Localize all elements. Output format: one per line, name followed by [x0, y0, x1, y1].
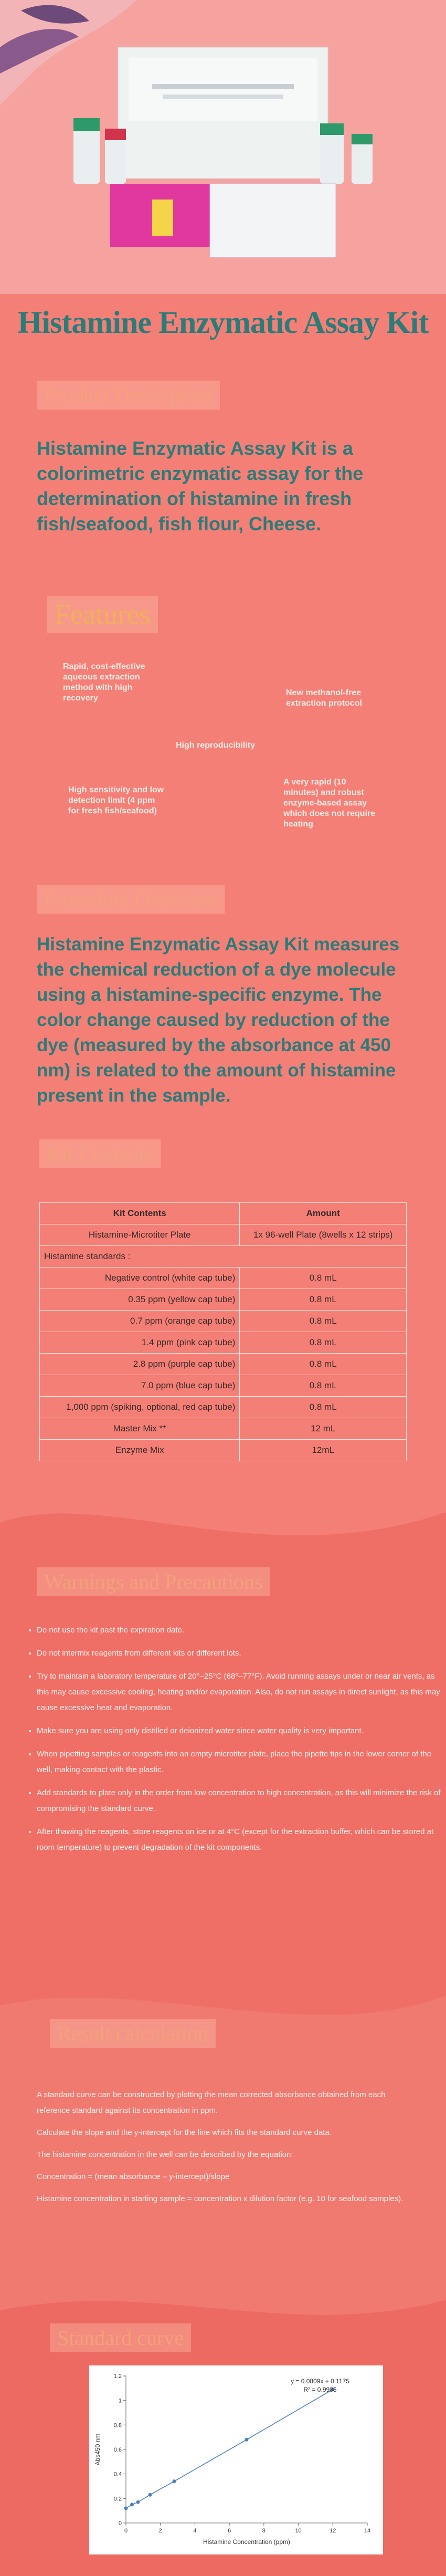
- table-cell: 0.8 mL: [239, 1375, 407, 1397]
- feature: High sensitivity and low detection limit…: [68, 786, 164, 815]
- table-cell: 0.8 mL: [239, 1289, 407, 1311]
- chart-bg: [89, 2365, 383, 2554]
- table-cell: 0.8 mL: [239, 1310, 407, 1332]
- data-point: [331, 2387, 335, 2392]
- x-tick-label: 14: [364, 2528, 370, 2534]
- section-heading: Product Description: [37, 381, 220, 410]
- table-header-row: Kit Contents Amount: [39, 1202, 407, 1224]
- y-tick-label: 0: [119, 2520, 122, 2527]
- equation: y = 0.0809x + 0.1175: [291, 2378, 349, 2385]
- table-row: Negative control (white cap tube) 0.8 mL: [39, 1267, 407, 1289]
- table-cell: Master Mix **: [39, 1418, 240, 1440]
- table-header-cell: Kit Contents: [39, 1202, 240, 1224]
- warning-item: Make sure you are using only distilled o…: [37, 1723, 441, 1739]
- y-tick-label: 0.8: [114, 2422, 122, 2428]
- table-cell: 12mL: [239, 1439, 407, 1461]
- y-tick-label: 0.2: [114, 2496, 122, 2502]
- table-cell: 0.35 ppm (yellow cap tube): [39, 1289, 240, 1311]
- table-cell: Histamine standards :: [39, 1245, 407, 1268]
- feature: Rapid, cost-effective aqueous extraction…: [63, 662, 145, 703]
- procedure-text: Histamine Enzymatic Assay Kit measures t…: [37, 934, 400, 1106]
- table-cell: 7.0 ppm (blue cap tube): [39, 1375, 240, 1397]
- result-paragraph: The histamine concentration in the well …: [37, 2150, 293, 2159]
- section-heading: Warnings and Precautions: [37, 1567, 270, 1596]
- table-cell: 0.7 ppm (orange cap tube): [39, 1310, 240, 1332]
- section-heading: Standard curve: [50, 2323, 192, 2352]
- table-cell: 1,000 ppm (spiking, optional, red cap tu…: [39, 1396, 240, 1418]
- y-tick-label: 1: [119, 2398, 122, 2404]
- warning-item: Add standards to plate only in the order…: [37, 1785, 441, 1817]
- table-row: Master Mix ** 12 mL: [39, 1418, 407, 1440]
- feature: A very rapid (10 minutes) and robust enz…: [283, 778, 376, 829]
- x-tick-label: 0: [124, 2528, 128, 2534]
- x-tick-label: 10: [295, 2528, 301, 2534]
- table-row: Enzyme Mix 12mL: [39, 1439, 407, 1461]
- table-row: 7.0 ppm (blue cap tube) 0.8 mL: [39, 1375, 407, 1397]
- table-row: Histamine standards :: [39, 1245, 407, 1268]
- x-tick-label: 4: [193, 2528, 196, 2534]
- table-cell: 0.8 mL: [239, 1267, 407, 1289]
- x-tick-label: 2: [159, 2528, 162, 2534]
- result-paragraph: A standard curve can be constructed by p…: [37, 2090, 386, 2115]
- warning-item: Do not intermix reagents from different …: [37, 1646, 441, 1661]
- table-row: 1.4 ppm (pink cap tube) 0.8 mL: [39, 1332, 407, 1354]
- table-cell: Negative control (white cap tube): [39, 1267, 240, 1289]
- result-paragraph: Calculate the slope and the y-intercept …: [37, 2128, 332, 2137]
- table-row: 1,000 ppm (spiking, optional, red cap tu…: [39, 1396, 407, 1418]
- features-diagram: Rapid, cost-effective aqueous extraction…: [63, 662, 378, 851]
- y-axis-label: Abs450 nm: [94, 2434, 101, 2466]
- table-cell: Histamine-Microtiter Plate: [39, 1224, 240, 1246]
- table-cell: Enzyme Mix: [39, 1439, 240, 1461]
- data-point: [130, 2502, 134, 2507]
- standard-curve-chart: 0 0.2 0.4 0.6 0.8 1 1.2 0 2 4 6 8 10 12 14 Histamine Co…: [89, 2365, 383, 2554]
- x-axis-label: Histamine Concentration (ppm): [203, 2538, 290, 2546]
- data-point: [245, 2437, 249, 2442]
- warning-item: Do not use the kit past the expiration d…: [37, 1622, 441, 1638]
- x-tick-label: 6: [228, 2528, 231, 2534]
- data-point: [136, 2500, 140, 2504]
- section-heading: Features: [47, 596, 158, 633]
- table-cell: 1x 96-well Plate (8wells x 12 strips): [239, 1224, 407, 1246]
- result-paragraph: Concentration = (mean absorbance – y-int…: [37, 2172, 230, 2181]
- table-cell: 0.8 mL: [239, 1332, 407, 1354]
- feature: New methanol-free extraction protocol: [286, 688, 362, 708]
- table-cell: 0.8 mL: [239, 1396, 407, 1418]
- table-cell: 0.8 mL: [239, 1353, 407, 1375]
- data-point: [148, 2493, 152, 2497]
- section-heading: Result calculation: [50, 2019, 216, 2048]
- table-row: Histamine-Microtiter Plate 1x 96-well Pla…: [39, 1224, 407, 1246]
- table-row: 2.8 ppm (purple cap tube) 0.8 mL: [39, 1353, 407, 1375]
- warning-item: When pipetting samples or reagents into …: [37, 1746, 441, 1778]
- y-tick-label: 1.2: [114, 2373, 122, 2380]
- data-point: [124, 2506, 128, 2510]
- section-heading: Procedure Overview: [37, 885, 225, 914]
- warning-item: Try to maintain a laboratory temperature…: [37, 1669, 441, 1716]
- page-title: Histamine Enzymatic Assay Kit: [17, 305, 429, 340]
- kit-table: Kit Contents Amount Histamine-Microtiter P…: [39, 1202, 407, 1461]
- r-squared: R² = 0.9986: [303, 2386, 336, 2393]
- y-tick-label: 0.6: [114, 2447, 122, 2453]
- table-cell: 1.4 ppm (pink cap tube): [39, 1332, 240, 1354]
- table-header-cell: Amount: [239, 1202, 407, 1224]
- warnings-list: Do not use the kit past the expiration d…: [21, 1622, 441, 1863]
- x-tick-label: 12: [330, 2528, 336, 2534]
- feature: High reproducibility: [176, 741, 256, 750]
- product-image: [73, 47, 373, 258]
- result-text: A standard curve can be constructed by p…: [37, 2087, 409, 2213]
- data-point: [172, 2479, 176, 2484]
- table-cell: 12 mL: [239, 1418, 407, 1440]
- table-cell: 2.8 ppm (purple cap tube): [39, 1353, 240, 1375]
- x-tick-label: 8: [262, 2528, 266, 2534]
- warning-item: After thawing the reagents, store reagen…: [37, 1824, 441, 1856]
- table-row: 0.7 ppm (orange cap tube) 0.8 mL: [39, 1310, 407, 1332]
- description-text: Histamine Enzymatic Assay Kit is a color…: [37, 437, 364, 535]
- kit-table-wrap: Kit Contents Amount Histamine-Microtiter P…: [39, 1202, 407, 1461]
- section-heading: Kit Contents: [39, 1139, 161, 1168]
- table-row: 0.35 ppm (yellow cap tube) 0.8 mL: [39, 1289, 407, 1311]
- result-paragraph: Histamine concentration in starting samp…: [37, 2194, 403, 2203]
- y-tick-label: 0.4: [114, 2472, 122, 2478]
